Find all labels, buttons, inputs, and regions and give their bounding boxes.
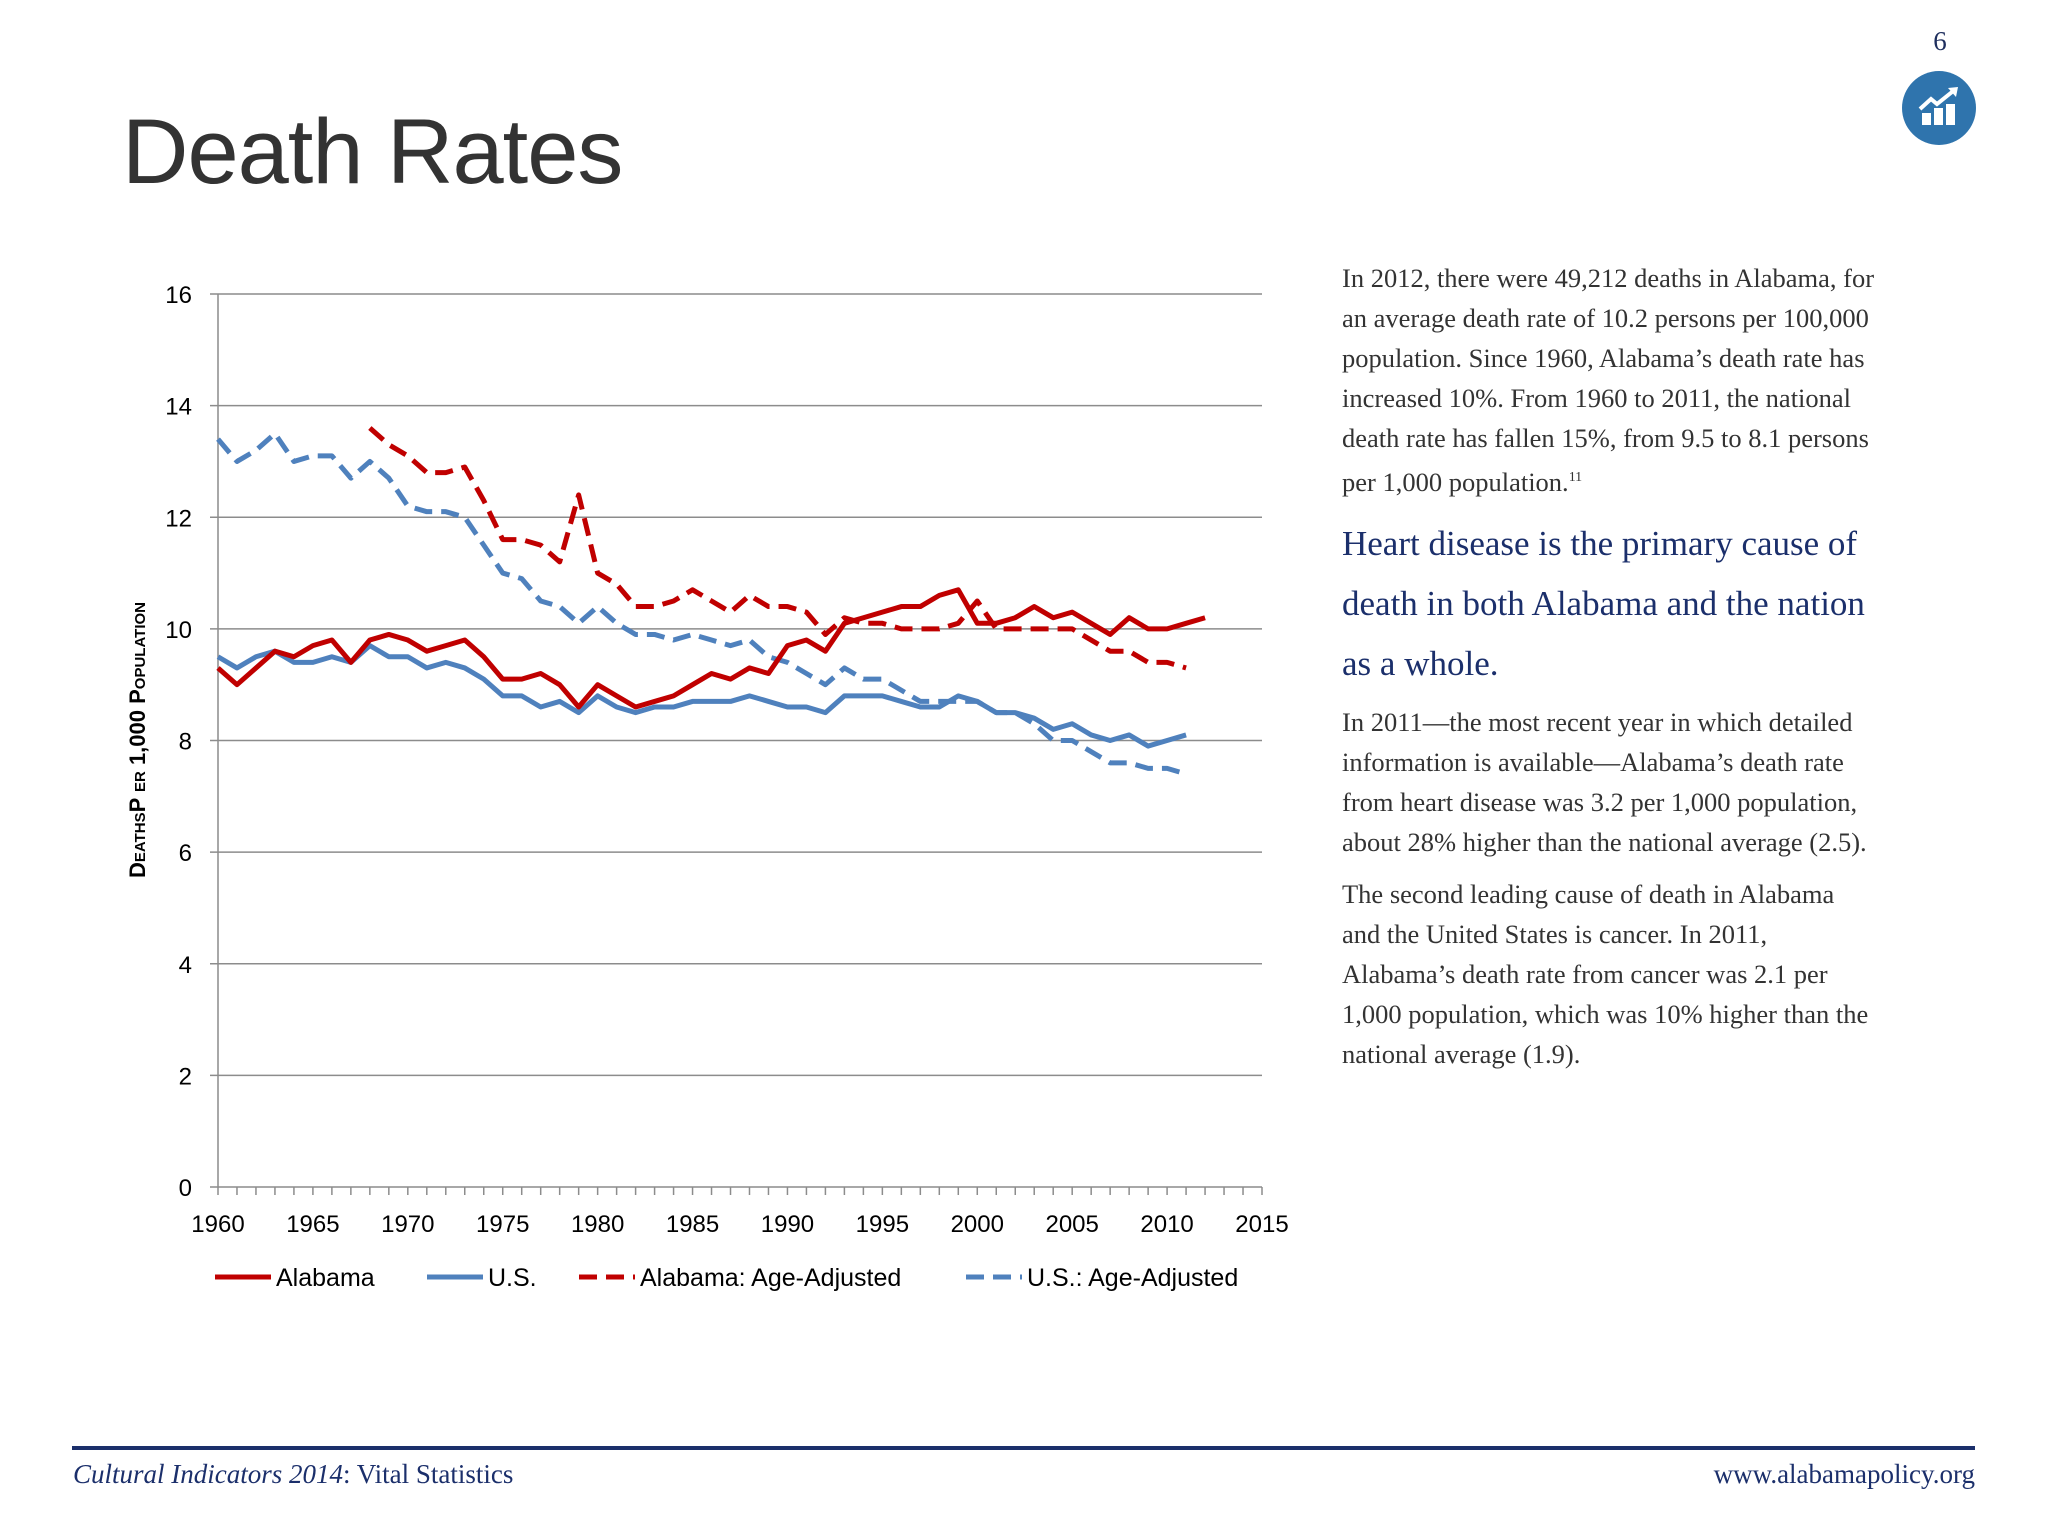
legend-label: U.S. — [488, 1264, 537, 1292]
footnote-marker[interactable]: 11 — [1568, 470, 1583, 485]
x-tick-label: 1995 — [856, 1211, 909, 1238]
text-line: information is available—Alabama’s death… — [1342, 746, 1844, 777]
x-tick-label: 1960 — [191, 1211, 244, 1238]
x-tick-label: 1990 — [761, 1211, 814, 1238]
body-text: In 2012, there were 49,212 deaths in Ala… — [1342, 258, 1982, 1086]
y-tick-label: 2 — [179, 1063, 192, 1090]
y-tick-label: 8 — [179, 729, 192, 756]
text-line: national average (1.9). — [1342, 1038, 1581, 1069]
x-tick-label: 2010 — [1140, 1211, 1193, 1238]
text-line: increased 10%. From 1960 to 2011, the na… — [1342, 383, 1852, 413]
y-tick-label: 4 — [179, 952, 192, 979]
footer-publication: Cultural Indicators 2014: Vital Statisti… — [73, 1459, 513, 1490]
paragraph-cancer: The second leading cause of death in Ala… — [1342, 874, 1982, 1074]
text-line: In 2012, there were 49,212 deaths in Ala… — [1342, 263, 1875, 293]
y-tick-label: 12 — [165, 505, 192, 532]
series-line-u-s-age-adjusted — [216, 431, 1187, 777]
legend-label: U.S.: Age-Adjusted — [1027, 1264, 1238, 1292]
callout-heading: Heart disease is the primary cause of dea… — [1342, 514, 1982, 694]
y-tick-label: 0 — [179, 1175, 192, 1202]
text-line: an average death rate of 10.2 persons pe… — [1342, 303, 1869, 333]
text-line: and the United States is cancer. In 2011… — [1342, 918, 1768, 949]
series-line-alabama-age-adjusted — [368, 426, 1187, 671]
text-line: 1,000 population, which was 10% higher t… — [1342, 998, 1869, 1029]
text-line: per 1,000 population. — [1342, 466, 1569, 497]
footer-divider — [72, 1446, 1975, 1450]
footer-website[interactable]: www.alabamapolicy.org — [1713, 1459, 1975, 1489]
x-tick-label: 2015 — [1235, 1211, 1288, 1238]
text-line: Alabama’s death rate from cancer was 2.1… — [1342, 958, 1828, 989]
page-number: 6 — [1933, 26, 1947, 56]
y-tick-label: 14 — [165, 394, 192, 421]
page-title: Death Rates — [122, 101, 623, 203]
text-line: The second leading cause of death in Ala… — [1342, 878, 1835, 909]
text-line: Heart disease is the primary cause of — [1342, 523, 1858, 563]
paragraph-death-rate: In 2012, there were 49,212 deaths in Ala… — [1342, 258, 1982, 502]
text-line: In 2011—the most recent year in which de… — [1342, 706, 1853, 737]
x-tick-label: 1985 — [666, 1211, 719, 1238]
x-tick-label: 1975 — [476, 1211, 529, 1238]
x-tick-label: 1970 — [381, 1211, 434, 1238]
y-tick-label: 16 — [165, 282, 192, 309]
y-axis-label: DeathsP er 1,000 Population — [125, 602, 150, 878]
text-line: from heart disease was 3.2 per 1,000 pop… — [1342, 786, 1858, 817]
x-tick-label: 1965 — [286, 1211, 339, 1238]
publication-title: Cultural Indicators 2014 — [73, 1459, 344, 1489]
publication-section: : Vital Statistics — [343, 1459, 514, 1489]
text-line: death rate has fallen 15%, from 9.5 to 8… — [1342, 423, 1869, 453]
x-tick-label: 2000 — [951, 1211, 1004, 1238]
death-rates-chart: 0 2 4 6 8 10 12 14 16 1960 1965 1970 1975 1980 1985 19… — [125, 282, 1289, 1292]
text-line: about 28% higher than the national avera… — [1342, 826, 1867, 857]
x-tick-label: 2005 — [1045, 1211, 1098, 1238]
x-tick-label: 1980 — [571, 1211, 624, 1238]
legend-label: Alabama: Age-Adjusted — [640, 1264, 901, 1292]
text-line: population. Since 1960, Alabama’s death … — [1342, 343, 1865, 373]
text-line: as a whole. — [1342, 643, 1499, 683]
text-line: death in both Alabama and the nation — [1342, 583, 1865, 623]
y-tick-label: 6 — [179, 840, 192, 867]
series-line-alabama — [216, 587, 1206, 710]
legend-label: Alabama — [276, 1264, 375, 1292]
growth-chart-icon — [1902, 71, 1976, 145]
y-tick-label: 10 — [165, 617, 192, 644]
paragraph-heart-disease: In 2011—the most recent year in which de… — [1342, 702, 1982, 862]
